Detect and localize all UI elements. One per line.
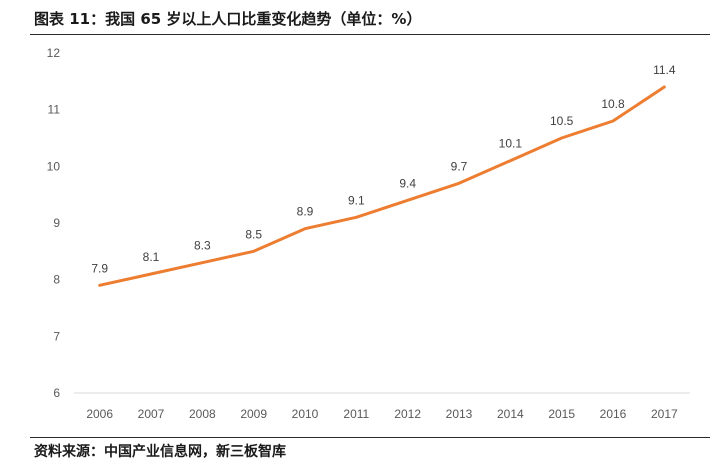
footer-divider — [30, 437, 710, 438]
x-tick-label: 2016 — [600, 407, 627, 421]
data-label: 8.1 — [143, 250, 160, 264]
y-tick-label: 6 — [53, 386, 60, 400]
x-tick-label: 2013 — [446, 407, 473, 421]
y-tick-label: 7 — [53, 329, 60, 343]
x-tick-label: 2015 — [548, 407, 575, 421]
x-tick-label: 2010 — [292, 407, 319, 421]
x-tick-label: 2011 — [343, 407, 369, 421]
x-tick-label: 2008 — [189, 407, 216, 421]
data-label: 9.1 — [348, 193, 365, 207]
x-tick-label: 2007 — [138, 407, 165, 421]
data-label: 10.8 — [601, 97, 625, 111]
x-tick-label: 2014 — [497, 407, 524, 421]
data-label: 10.1 — [499, 137, 523, 151]
data-label: 7.9 — [91, 261, 108, 275]
data-label: 8.9 — [297, 205, 314, 219]
y-tick-label: 12 — [47, 46, 61, 60]
y-tick-label: 10 — [47, 159, 61, 173]
source-note: 资料来源：中国产业信息网，新三板智库 — [34, 444, 286, 460]
y-tick-label: 8 — [53, 273, 60, 287]
data-label: 8.3 — [194, 239, 211, 253]
data-label: 9.4 — [399, 176, 416, 190]
x-tick-label: 2017 — [651, 407, 678, 421]
y-tick-label: 11 — [48, 103, 61, 117]
series-line — [98, 85, 666, 287]
chart-title: 图表 11：我国 65 岁以上人口比重变化趋势（单位：%） — [34, 10, 422, 28]
data-label: 10.5 — [550, 114, 574, 128]
x-tick-label: 2012 — [394, 407, 421, 421]
data-label: 9.7 — [451, 159, 468, 173]
data-label: 11.4 — [653, 63, 676, 77]
y-tick-label: 9 — [53, 216, 60, 230]
title-divider — [30, 34, 710, 35]
x-tick-label: 2009 — [240, 407, 267, 421]
data-label: 8.5 — [245, 227, 262, 241]
x-tick-label: 2006 — [86, 407, 113, 421]
line-chart: 6 7 8 9 10 11 12 2006 2007 2008 2009 2010 2011 2012 20… — [47, 46, 690, 421]
